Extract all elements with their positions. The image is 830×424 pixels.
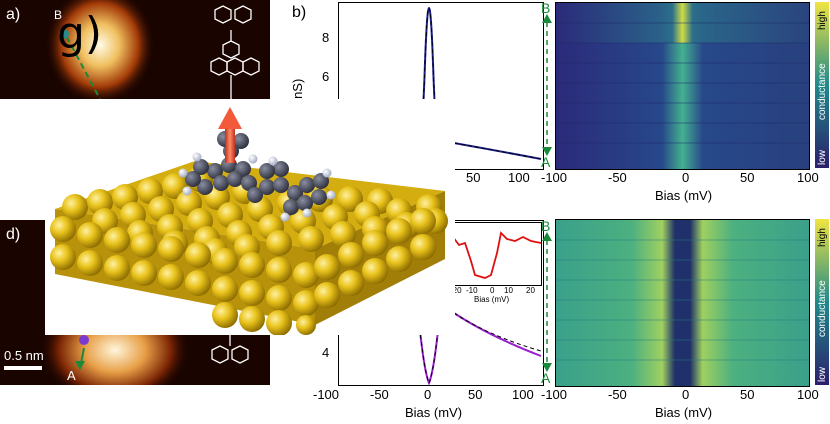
plot-b-xtick-50: 50: [466, 170, 481, 185]
colorbar-c: [815, 2, 829, 168]
heatmap-f-xtick-4: 100: [797, 387, 819, 402]
heatmap-f-xtick-2: 0: [682, 387, 690, 402]
stm-bottom-scalebar: [4, 366, 42, 370]
plot-e-xtick-0: -100: [313, 387, 340, 402]
stm-image-top: [0, 0, 270, 99]
plot-b-ytick-6: 6: [322, 69, 330, 84]
plot-b-xtick-100: 100: [508, 170, 530, 185]
heatmap-c-arrow-top: B: [541, 0, 551, 16]
colorbar-c-low: low: [817, 149, 828, 165]
plot-e-inset-xlabel: Bias (mV): [474, 295, 510, 304]
heatmap-f-arrow: [542, 232, 552, 372]
plot-e-inset-frame: [452, 222, 542, 286]
heatmap-c-arrow: [542, 14, 552, 156]
heatmap-c-xtick-0: -100: [541, 170, 568, 185]
panel-label-a: a): [6, 6, 21, 23]
plot-e-xtick-3: 50: [468, 387, 483, 402]
stm-bottom-point-label: A: [67, 368, 76, 383]
heatmap-c-xlabel: Bias (mV): [655, 188, 713, 203]
panel-label-g: g): [57, 8, 103, 59]
heatmap-c-xtick-1: -50: [608, 170, 627, 185]
colorbar-f-high: high: [817, 228, 828, 247]
colorbar-f: [815, 219, 829, 385]
heatmap-c-xtick-2: 0: [682, 170, 690, 185]
heatmap-f-xtick-0: -100: [541, 387, 568, 402]
plot-e-ytick-4: 4: [322, 345, 330, 360]
heatmap-f-arrow-bottom: A: [541, 370, 551, 386]
gold-slab-illustration: [50, 107, 448, 336]
heatmap-c-xtick-3: 50: [740, 170, 755, 185]
heatmap-f-arrow-top: B: [541, 218, 551, 234]
stm-bottom-scalebar-label: 0.5 nm: [4, 348, 44, 363]
panel-label-d: d): [6, 226, 21, 243]
heatmap-f-xlabel: Bias (mV): [655, 405, 713, 420]
plot-e-inset-xtick-1: -10: [466, 286, 478, 295]
panel-label-b: b): [292, 4, 307, 21]
plot-b-ytick-8: 8: [322, 30, 330, 45]
colorbar-f-low: low: [817, 366, 828, 382]
plot-e-xtick-4: 100: [512, 387, 534, 402]
molecule-on-gold-overlay: [45, 99, 455, 336]
colorbar-c-high: high: [817, 11, 828, 30]
plot-e-inset-xtick-0: -20: [450, 286, 462, 295]
heatmap-c-arrow-bottom: A: [541, 154, 551, 170]
plot-e-xtick-1: -50: [370, 387, 389, 402]
heatmap-f: [555, 219, 810, 387]
plot-e-inset-xtick-2: 0: [490, 286, 495, 295]
heatmap-f-graphic: [556, 220, 809, 386]
plot-e-inset-xtick-4: 20: [526, 286, 535, 295]
stm-top-point-label: B: [54, 8, 63, 22]
plot-e-inset-xtick-3: 10: [504, 286, 513, 295]
colorbar-c-mid: conductance: [817, 63, 828, 120]
heatmap-f-xtick-1: -50: [608, 387, 627, 402]
heatmap-c: [555, 2, 810, 170]
stm-top-graphic: [0, 0, 270, 99]
plot-e-curve: [418, 312, 542, 386]
plot-e-inset-curve: [452, 231, 542, 279]
plot-e-xtick-2: 0: [424, 387, 432, 402]
heatmap-f-xtick-3: 50: [740, 387, 755, 402]
colorbar-f-mid: conductance: [817, 280, 828, 337]
heatmap-c-xtick-4: 100: [797, 170, 819, 185]
heatmap-c-graphic: [556, 3, 809, 169]
plot-e-xlabel: Bias (mV): [405, 405, 463, 420]
